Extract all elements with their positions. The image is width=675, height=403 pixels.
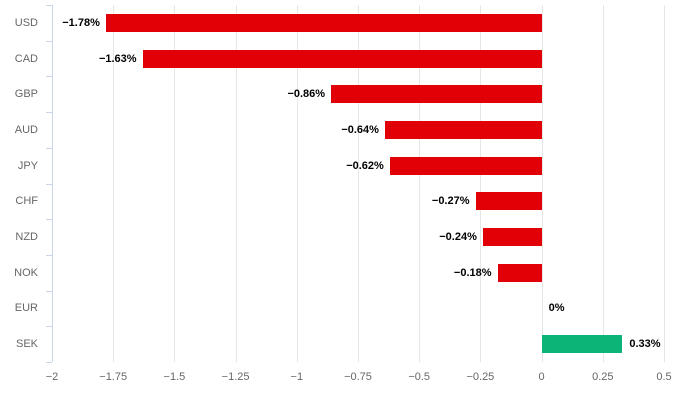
x-axis-tick-label: −1.75 (99, 371, 128, 383)
value-label-gbp: −0.86% (287, 88, 326, 101)
x-axis-tick-label: 0.5 (656, 371, 672, 383)
category-label-jpy: JPY (17, 159, 38, 172)
category-axis-tick (46, 112, 52, 113)
value-label-jpy: −0.62% (346, 159, 384, 172)
bar-aud[interactable] (384, 120, 542, 139)
category-label-usd: USD (14, 16, 38, 29)
category-label-chf: CHF (15, 195, 38, 208)
gridline (480, 5, 482, 362)
x-axis-tick-label: 0 (538, 371, 545, 383)
value-label-sek: 0.33% (629, 338, 661, 351)
value-label-usd: −1.78% (62, 16, 100, 29)
gridline (174, 5, 176, 362)
category-label-sek: SEK (15, 338, 38, 351)
bar-nzd[interactable] (482, 228, 542, 247)
gridline (113, 5, 115, 362)
category-label-aud: AUD (14, 123, 38, 136)
bar-sek[interactable] (541, 335, 623, 354)
category-label-cad: CAD (14, 52, 38, 65)
bar-jpy[interactable] (389, 156, 542, 175)
category-axis-tick (46, 326, 52, 327)
gridline (664, 5, 665, 362)
gridline (296, 5, 298, 362)
bar-chf[interactable] (475, 192, 542, 211)
gridline (541, 5, 543, 362)
category-label-eur: EUR (14, 302, 38, 315)
value-label-chf: −0.27% (431, 195, 470, 208)
bar-usd[interactable] (105, 13, 542, 32)
category-axis-line (52, 5, 53, 362)
x-axis-tick-label: −1 (290, 371, 304, 383)
category-axis-tick (46, 148, 52, 149)
x-axis-tick-label: −0.5 (408, 371, 431, 383)
value-label-aud: −0.64% (341, 123, 379, 136)
value-label-nzd: −0.24% (439, 231, 477, 244)
category-axis-tick (46, 291, 52, 292)
x-axis-tick-label: −0.75 (344, 371, 372, 383)
category-label-nok: NOK (14, 266, 38, 279)
category-axis-tick (46, 76, 52, 77)
category-label-gbp: GBP (14, 88, 38, 101)
x-axis-tick-label: −1.5 (163, 371, 186, 383)
x-axis-tick-label: −0.25 (466, 371, 495, 383)
category-axis-tick (46, 5, 52, 6)
x-axis-tick-label: −1.25 (221, 371, 250, 383)
category-axis-tick (46, 219, 52, 220)
category-axis-tick (46, 362, 52, 363)
bar-gbp[interactable] (331, 85, 542, 104)
value-label-cad: −1.63% (98, 52, 137, 65)
category-label-nzd: NZD (15, 231, 38, 244)
gridline (602, 5, 604, 362)
category-axis-tick (46, 255, 52, 256)
category-axis-tick (46, 184, 52, 185)
gridline (358, 5, 359, 362)
x-axis-tick-label: 0.25 (592, 371, 614, 383)
gridline (235, 5, 237, 362)
value-label-nok: −0.18% (453, 266, 492, 279)
bar-nok[interactable] (497, 263, 542, 282)
x-axis-tick-label: −2 (45, 371, 59, 383)
category-axis-tick (46, 41, 52, 42)
bar-cad[interactable] (142, 49, 542, 68)
gridline (419, 5, 421, 362)
value-label-eur: 0% (548, 302, 565, 315)
